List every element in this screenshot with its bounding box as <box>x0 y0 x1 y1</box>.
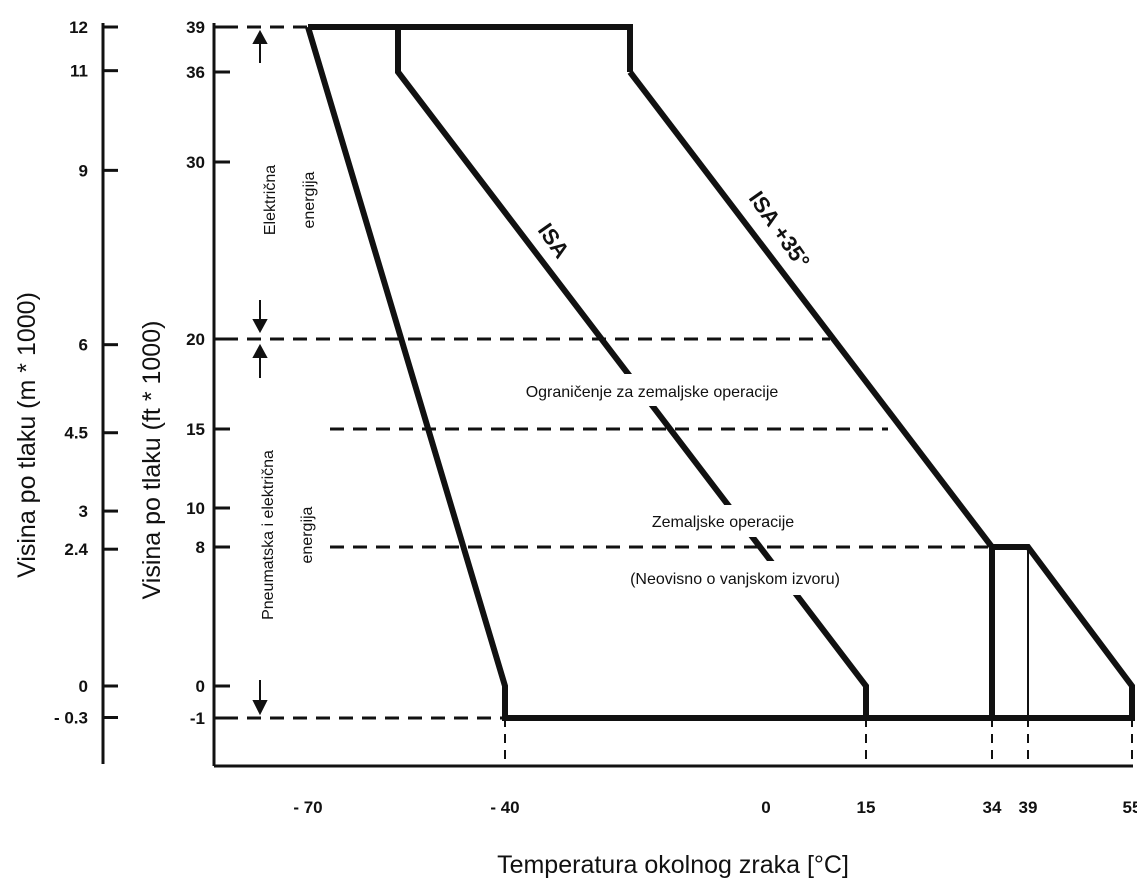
independent-label: (Neovisno o vanjskom izvoru) <box>630 571 840 588</box>
meter-tick-label-7: 0 <box>79 677 88 696</box>
chart-axes <box>101 23 1133 768</box>
meter-tick-label-3: 6 <box>79 336 88 355</box>
zone-arrows <box>252 29 268 716</box>
reference-dashed-lines <box>224 25 1132 720</box>
lower-region-line2: energija <box>299 506 316 563</box>
x-tick-dashed-lines <box>504 718 1133 766</box>
feet-tick-label-0: 39 <box>186 18 205 37</box>
x-tick-label-1: - 40 <box>490 798 519 817</box>
x-tick-label-0: - 70 <box>293 798 322 817</box>
meter-tick-label-6: 2.4 <box>64 540 88 559</box>
feet-tick-label-5: 10 <box>186 499 205 518</box>
ground-ops-label-bg <box>598 505 842 537</box>
feet-tick-label-3: 20 <box>186 330 205 349</box>
envelope-series <box>305 24 1135 721</box>
feet-tick-label-4: 15 <box>186 420 205 439</box>
x-tick-label-5: 39 <box>1019 798 1038 817</box>
meter-tick-label-1: 11 <box>70 62 88 81</box>
y-axis-title-ft: Visina po tlaku (ft * 1000) <box>138 321 166 600</box>
x-axis-ticks: - 70 - 40 0 15 34 39 55 <box>293 798 1137 817</box>
lower-region-line1: Pneumatska i električna <box>260 450 277 620</box>
arrow-up-top-icon <box>252 29 268 63</box>
ground-limit-label-bg <box>475 374 833 406</box>
x-tick-label-2: 0 <box>761 798 770 817</box>
y-axis-title-m: Visina po tlaku (m * 1000) <box>13 292 41 578</box>
meter-tick-label-4: 4.5 <box>64 424 88 443</box>
feet-tick-label-8: -1 <box>190 709 205 728</box>
meter-axis-ticks: 12 11 9 6 4.5 3 2.4 0 - 0.3 <box>54 18 118 727</box>
arrow-down-0-icon <box>252 680 268 716</box>
feet-tick-label-7: 0 <box>196 677 205 696</box>
x-tick-label-4: 34 <box>983 798 1002 817</box>
meter-tick-label-8: - 0.3 <box>54 708 88 727</box>
x-tick-label-6: 55 <box>1123 798 1137 817</box>
feet-tick-label-1: 36 <box>186 63 205 82</box>
independent-label-bg <box>577 561 895 595</box>
x-tick-label-3: 15 <box>857 798 876 817</box>
series-line-3 <box>627 70 995 549</box>
ground-limit-label: Ograničenje za zemaljske operacije <box>526 384 779 401</box>
meter-tick-label-5: 3 <box>79 502 88 521</box>
arrow-down-20-icon <box>252 300 268 334</box>
x-axis-title: Temperatura okolnog zraka [°C] <box>497 851 849 879</box>
feet-tick-label-6: 8 <box>196 538 205 557</box>
series-line-0 <box>305 26 1135 721</box>
ground-ops-label: Zemaljske operacije <box>652 514 794 531</box>
series-line-1 <box>308 24 633 72</box>
feet-axis-ticks: 39 36 30 20 15 10 8 0 -1 <box>186 18 230 728</box>
isa35-curve-label: ISA +35° <box>744 187 815 274</box>
meter-tick-label-2: 9 <box>79 161 88 180</box>
feet-tick-label-2: 30 <box>186 153 205 172</box>
upper-region-line1: Električna <box>262 165 279 235</box>
series-line-2 <box>395 27 869 718</box>
meter-tick-label-0: 12 <box>69 18 88 37</box>
arrow-up-20-icon <box>252 343 268 378</box>
upper-region-line2: energija <box>301 171 318 228</box>
